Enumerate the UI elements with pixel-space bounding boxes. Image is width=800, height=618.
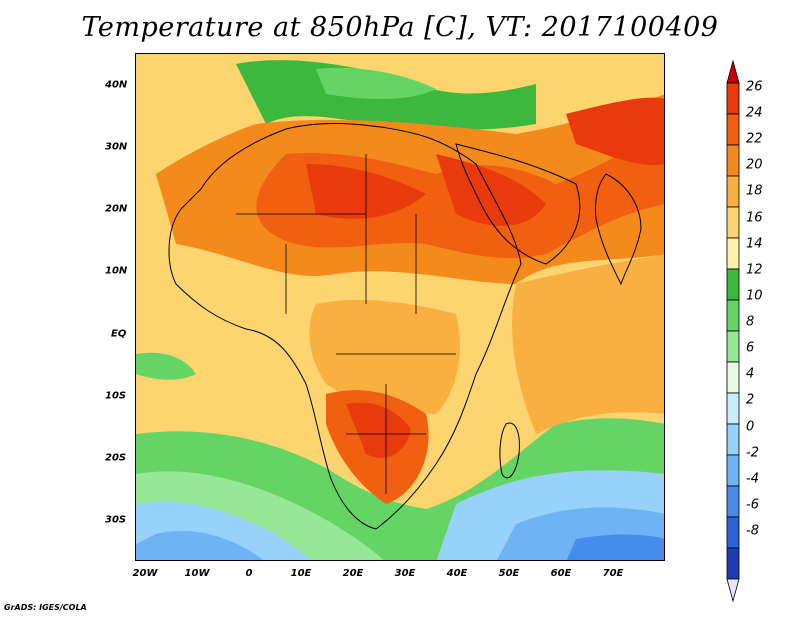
colorbar-bottom-arrow: [726, 578, 740, 603]
temperature-map: [135, 53, 665, 561]
africa-coastline: [168, 123, 522, 530]
lat-label-10s: 10S: [105, 390, 127, 402]
field-atlantic-green: [136, 352, 196, 380]
colorbar-swatches: [726, 59, 740, 603]
colorbar-swatch: [726, 113, 740, 146]
field-med-lightgreen: [316, 67, 436, 99]
lon-label-10w: 10W: [184, 568, 210, 579]
colorbar-label: -6: [746, 497, 759, 513]
field-indian-ocean: [512, 254, 664, 434]
map-title: Temperature at 850hPa [C], VT: 201710040…: [81, 12, 719, 43]
colorbar-swatch: [726, 206, 740, 239]
colorbar-label: 2: [746, 392, 755, 408]
colorbar-label: 18: [746, 183, 763, 199]
colorbar-swatch: [726, 423, 740, 456]
colorbar-label: 4: [746, 366, 755, 382]
colorbar-swatch: [726, 361, 740, 394]
lat-label-eq: EQ: [111, 328, 127, 340]
lat-label-40n: 40N: [105, 79, 128, 91]
lon-label-10e: 10E: [290, 568, 312, 579]
arabia-coastline: [455, 143, 581, 265]
field-se-blue3: [566, 534, 664, 560]
colorbar-label: 0: [746, 419, 755, 435]
colorbar-label: -8: [746, 523, 759, 539]
colorbar-swatch: [726, 237, 740, 270]
colorbar-label: 12: [746, 262, 763, 278]
lon-label-40e: 40E: [446, 568, 468, 579]
colorbar-swatch: [726, 268, 740, 301]
lon-label-20w: 20W: [132, 568, 158, 579]
lon-label-0: 0: [245, 568, 253, 579]
field-south-africa-core: [346, 402, 411, 458]
colorbar-swatch: [726, 454, 740, 487]
india-coastline: [595, 173, 642, 286]
colorbar-label: 6: [746, 340, 755, 356]
colorbar-swatch: [726, 330, 740, 363]
field-south-blue2: [136, 530, 264, 560]
lat-label-20n: 20N: [105, 203, 128, 215]
colorbar-label: -2: [746, 445, 759, 461]
lat-label-20s: 20S: [105, 452, 127, 464]
colorbar-label: 10: [746, 288, 763, 304]
colorbar-swatch: [726, 516, 740, 549]
field-iran-core: [566, 97, 664, 165]
colorbar-label: 22: [746, 131, 763, 147]
footer-credit: GrADS: IGES/COLA: [4, 603, 87, 612]
colorbar-swatch: [726, 175, 740, 208]
colorbar-top-arrow: [726, 59, 740, 84]
lat-label-10n: 10N: [105, 265, 128, 277]
temperature-field: [136, 54, 664, 560]
colorbar-swatch: [726, 485, 740, 518]
lon-label-60e: 60E: [550, 568, 572, 579]
lon-label-20e: 20E: [342, 568, 364, 579]
lon-label-50e: 50E: [498, 568, 520, 579]
colorbar-label: 24: [746, 105, 763, 121]
colorbar-label: 16: [746, 210, 763, 226]
colorbar-swatch: [726, 299, 740, 332]
madagascar-coastline: [499, 422, 520, 479]
colorbar-label: -4: [746, 471, 759, 487]
colorbar-label: 20: [746, 157, 763, 173]
lat-label-30s: 30S: [105, 514, 127, 526]
field-central: [309, 299, 460, 414]
field-arabia-core: [436, 154, 546, 226]
lon-label-70e: 70E: [602, 568, 624, 579]
colorbar-swatch: [726, 392, 740, 425]
colorbar-label: 8: [746, 314, 755, 330]
colorbar-swatch: [726, 144, 740, 177]
country-borders: [236, 154, 456, 494]
colorbar-label: 14: [746, 236, 763, 252]
colorbar-swatch: [726, 82, 740, 115]
colorbar-swatch: [726, 547, 740, 580]
colorbar-label: 26: [746, 79, 763, 95]
lat-label-30n: 30N: [105, 141, 128, 153]
lon-label-30e: 30E: [394, 568, 416, 579]
